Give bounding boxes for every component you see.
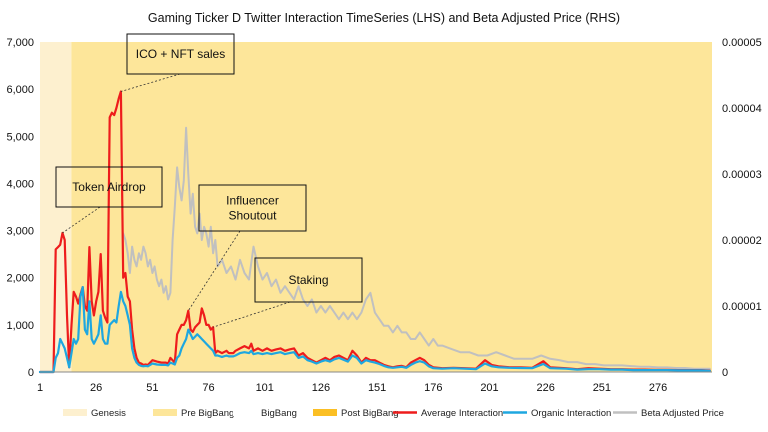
annotation-box bbox=[198, 184, 307, 232]
y-left-tick-label: 6,000 bbox=[6, 84, 34, 96]
y-right-tick-label: 0.00002 bbox=[722, 235, 762, 247]
series-line-organic-interaction bbox=[38, 286, 711, 374]
x-tick-label: 276 bbox=[649, 382, 667, 394]
legend-item-pre-bigbang: Pre BigBang bbox=[153, 408, 234, 419]
legend-label: Post BigBang bbox=[341, 408, 399, 419]
legend: Genesis Pre BigBang BigBang Post BigBang Ave… bbox=[63, 408, 724, 419]
legend-swatch bbox=[313, 409, 337, 416]
annotation-leader-line bbox=[212, 301, 291, 328]
legend-item-genesis: Genesis bbox=[63, 408, 126, 419]
y-left-tick-label: 7,000 bbox=[6, 37, 34, 49]
x-tick-label: 151 bbox=[368, 382, 386, 394]
legend-label: Genesis bbox=[91, 408, 126, 419]
annotation-box bbox=[126, 33, 235, 75]
phase-bands bbox=[40, 42, 712, 372]
legend-swatch bbox=[233, 409, 257, 416]
annotation-label: ICO + NFT sales bbox=[136, 47, 225, 61]
series-lines bbox=[38, 90, 711, 374]
annotation-box bbox=[55, 166, 163, 208]
legend-label: Pre BigBang bbox=[181, 408, 234, 419]
y-right-tick-label: 0.00004 bbox=[722, 103, 762, 115]
annotations: Token Airdrop ICO + NFT sales InfluencerSh… bbox=[55, 33, 363, 328]
y-left-tick-label: 1,000 bbox=[6, 320, 34, 332]
legend-label: Beta Adjusted Price bbox=[641, 408, 724, 419]
annotation-box bbox=[254, 257, 363, 303]
x-tick-label: 201 bbox=[480, 382, 498, 394]
axes: 0 1,000 2,000 3,000 4,000 5,000 6,000 7,000 0 0.0… bbox=[6, 37, 761, 394]
y-left-tick-label: 0 bbox=[28, 367, 34, 379]
y-right-tick-label: 0.00001 bbox=[722, 301, 762, 313]
x-tick-label: 1 bbox=[37, 382, 43, 394]
annotation-label: Staking bbox=[288, 273, 328, 287]
y-left-tick-label: 3,000 bbox=[6, 226, 34, 238]
legend-item-post-bigbang: Post BigBang bbox=[313, 408, 399, 419]
phase-band-pre-bigbang bbox=[71, 42, 712, 372]
legend-item-organic-interaction: Organic Interaction bbox=[503, 408, 611, 419]
y-left-tick-label: 4,000 bbox=[6, 178, 34, 190]
annotation-label: Influencer bbox=[226, 194, 279, 208]
x-tick-label: 251 bbox=[593, 382, 611, 394]
legend-swatch bbox=[63, 409, 87, 416]
y-left-tick-label: 5,000 bbox=[6, 131, 34, 143]
legend-swatch bbox=[153, 409, 177, 416]
legend-label: Average Interaction bbox=[421, 408, 503, 419]
y-right-tick-label: 0 bbox=[722, 367, 728, 379]
y-right-tick-label: 0.00003 bbox=[722, 169, 762, 181]
legend-label: Organic Interaction bbox=[531, 408, 611, 419]
legend-item-bigbang: BigBang bbox=[233, 408, 297, 419]
legend-label: BigBang bbox=[261, 408, 297, 419]
series-line-beta-adjusted-price bbox=[122, 126, 711, 370]
annotation-label: Shoutout bbox=[228, 209, 277, 223]
legend-item-average-interaction: Average Interaction bbox=[393, 408, 503, 419]
x-tick-label: 101 bbox=[256, 382, 274, 394]
x-tick-label: 126 bbox=[312, 382, 330, 394]
x-tick-label: 51 bbox=[146, 382, 158, 394]
y-left-tick-label: 2,000 bbox=[6, 273, 34, 285]
x-tick-label: 76 bbox=[202, 382, 214, 394]
x-tick-label: 26 bbox=[90, 382, 102, 394]
annotation-label: Token Airdrop bbox=[72, 180, 146, 194]
x-tick-label: 176 bbox=[424, 382, 442, 394]
legend-item-beta-adjusted-price: Beta Adjusted Price bbox=[613, 408, 724, 419]
y-right-tick-label: 0.00005 bbox=[722, 37, 762, 49]
x-tick-label: 226 bbox=[537, 382, 555, 394]
chart-title: Gaming Ticker D Twitter Interaction Time… bbox=[148, 11, 620, 25]
